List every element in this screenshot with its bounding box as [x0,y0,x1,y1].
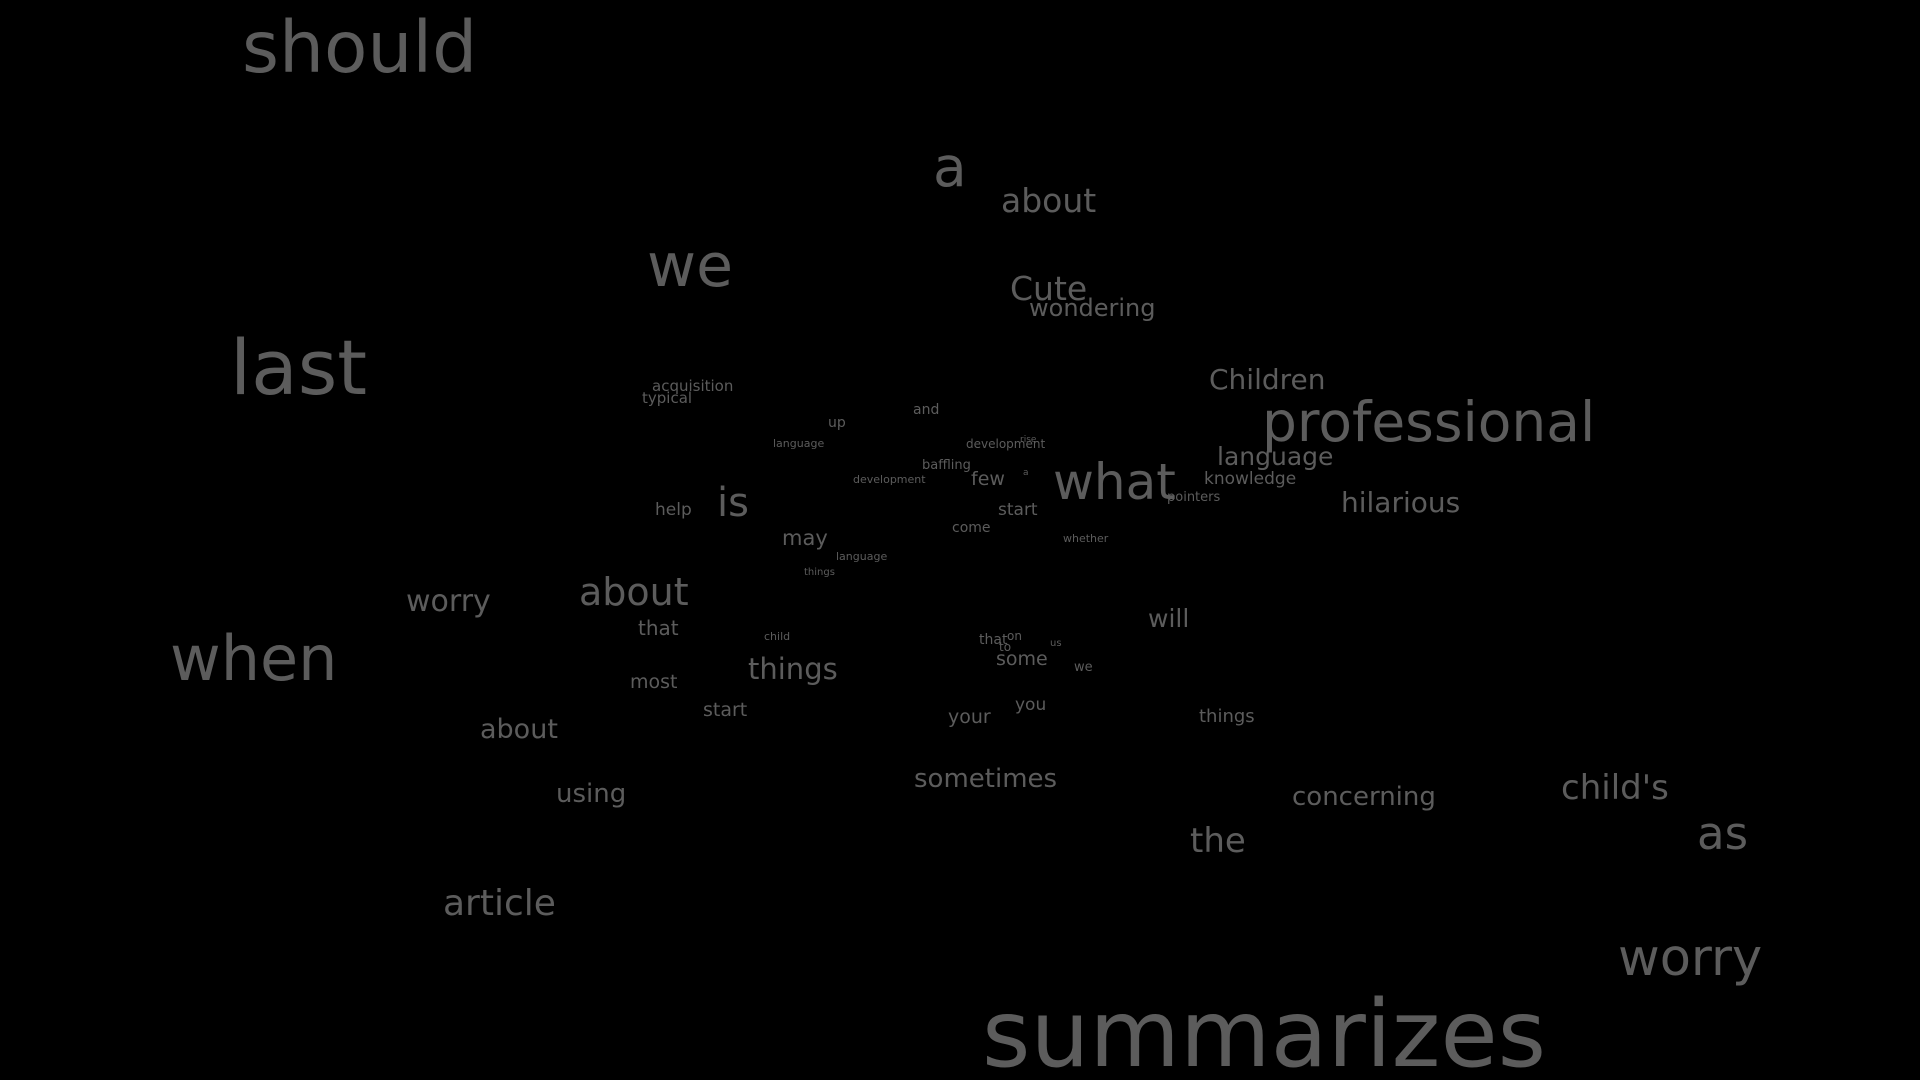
cloud-word-things-right: things [1199,706,1255,727]
cloud-word-come: come [952,520,991,536]
cloud-word-article: article [443,883,556,924]
cloud-word-a: a [933,135,967,199]
cloud-word-some: some [996,648,1048,670]
cloud-word-rise: rise [1020,435,1037,445]
cloud-word-summarizes: summarizes [982,980,1547,1080]
cloud-word-language-small: language [773,437,825,450]
cloud-word-knowledge: knowledge [1204,469,1297,489]
cloud-word-should: should [242,6,478,89]
cloud-word-using: using [556,779,627,809]
cloud-word-to: to [999,640,1012,654]
cloud-word-when: when [170,622,338,695]
cloud-word-start-mid: start [998,500,1038,520]
cloud-word-last: last [230,323,368,412]
cloud-word-childs: child's [1561,768,1669,808]
cloud-word-children: Children [1209,363,1326,396]
cloud-word-sometimes: sometimes [914,764,1058,794]
cloud-word-language-tiny: language [836,550,888,563]
cloud-word-up: up [828,415,846,431]
cloud-word-worry-left: worry [406,584,491,619]
cloud-word-few: few [971,468,1005,490]
cloud-word-things-tiny: things [804,567,835,578]
cloud-word-may: may [782,526,828,550]
cloud-word-concerning: concerning [1292,782,1436,812]
cloud-word-we: we [647,231,733,301]
cloud-word-typical: typical [642,389,693,407]
cloud-word-development-small: development [853,473,926,486]
cloud-word-about-mid: about [579,570,689,614]
cloud-word-we-small: we [1074,660,1093,675]
cloud-word-a-tiny: a [1023,468,1029,478]
cloud-word-acquisition: acquisition [652,377,734,395]
cloud-word-that: that [638,616,679,640]
cloud-word-about: about [1001,181,1097,220]
cloud-word-that-small: that [979,632,1008,648]
cloud-word-what: what [1053,453,1176,511]
cloud-word-most: most [630,671,678,693]
cloud-word-on: on [1007,629,1022,643]
cloud-word-you: you [1015,695,1047,715]
cloud-word-cute: Cute [1010,269,1088,308]
cloud-word-the: the [1190,821,1246,861]
cloud-word-help: help [655,500,692,520]
cloud-word-baffling: baffling [922,458,971,473]
cloud-word-will: will [1148,604,1190,633]
cloud-word-about-low: about [480,714,558,745]
cloud-word-whether: whether [1063,532,1109,545]
cloud-word-development: development [966,437,1046,451]
cloud-word-wondering: wondering [1029,294,1156,322]
cloud-word-worry-right: worry [1618,929,1763,988]
cloud-word-professional: professional [1262,390,1596,454]
cloud-word-as: as [1697,807,1749,860]
cloud-word-language: language [1217,442,1334,471]
cloud-word-us: us [1050,638,1062,649]
cloud-word-your: your [948,706,991,728]
cloud-word-pointers: pointers [1167,490,1221,505]
cloud-word-is: is [717,480,749,526]
cloud-word-things-mid: things [748,652,838,686]
cloud-word-hilarious: hilarious [1341,486,1461,519]
cloud-word-and: and [913,402,940,418]
cloud-word-start-low: start [703,699,748,721]
cloud-word-child-tiny: child [764,630,791,643]
